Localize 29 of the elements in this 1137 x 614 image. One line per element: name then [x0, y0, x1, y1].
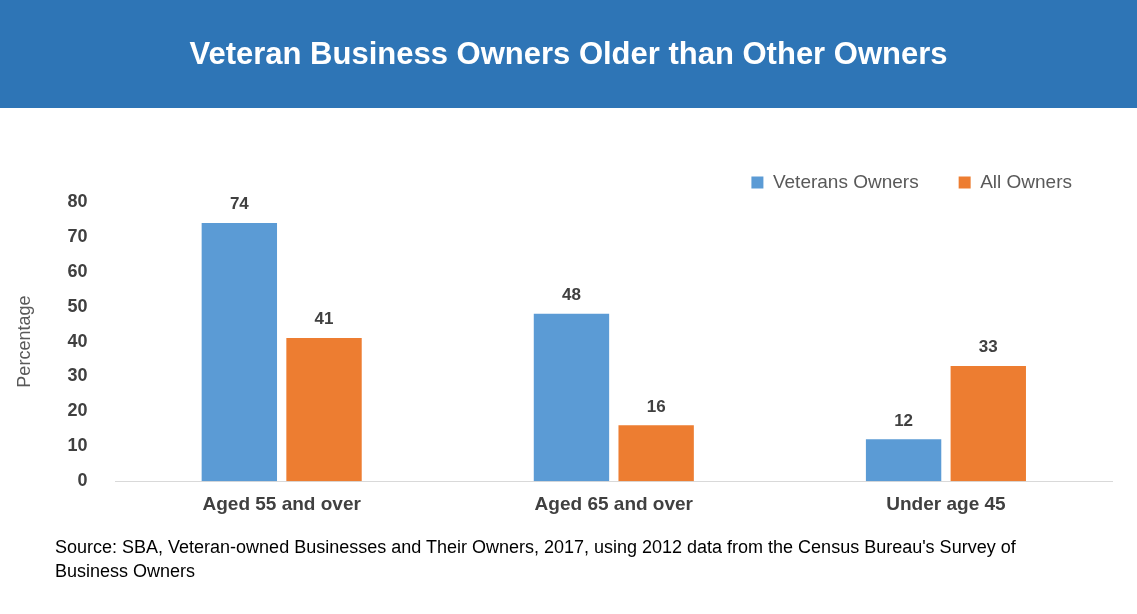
- y-tick-label: 10: [67, 435, 88, 456]
- bar: [286, 338, 362, 482]
- y-tick-label: 60: [67, 260, 88, 281]
- y-tick-label: 40: [67, 330, 88, 351]
- data-label: 74: [229, 194, 250, 214]
- data-label: 48: [562, 284, 581, 304]
- y-tick-label: 20: [67, 400, 88, 421]
- bar: [201, 222, 278, 482]
- y-tick-label: 50: [67, 295, 88, 316]
- data-label: 33: [978, 337, 998, 357]
- y-tick-label: 80: [67, 190, 88, 211]
- source-note: Source: SBA, Veteran-owned Businesses and Their Owners, 2017, using 2012 data from the Census Bureau's Survey of Business Owners: [55, 536, 1017, 583]
- data-label: 16: [646, 396, 666, 416]
- bar: [865, 439, 942, 482]
- data-label: 41: [314, 309, 334, 329]
- data-label: 12: [894, 410, 914, 430]
- y-tick-label: 70: [67, 225, 88, 246]
- x-tick-label: Aged 65 and over: [534, 492, 694, 514]
- bar: [533, 313, 610, 482]
- bar: [950, 366, 1026, 482]
- bar: [618, 425, 694, 482]
- legend-label: All Owners: [980, 170, 1072, 192]
- legend-label: Veterans Owners: [772, 170, 919, 192]
- x-tick-label: Aged 55 and over: [202, 492, 362, 514]
- y-tick-label: 30: [67, 365, 88, 386]
- x-tick-label: Under age 45: [886, 492, 1007, 514]
- chart-title: Veteran Business Owners Older than Other Owners: [0, 0, 1137, 108]
- y-axis-title: Percentage: [13, 295, 34, 388]
- y-tick-label: 0: [77, 470, 88, 491]
